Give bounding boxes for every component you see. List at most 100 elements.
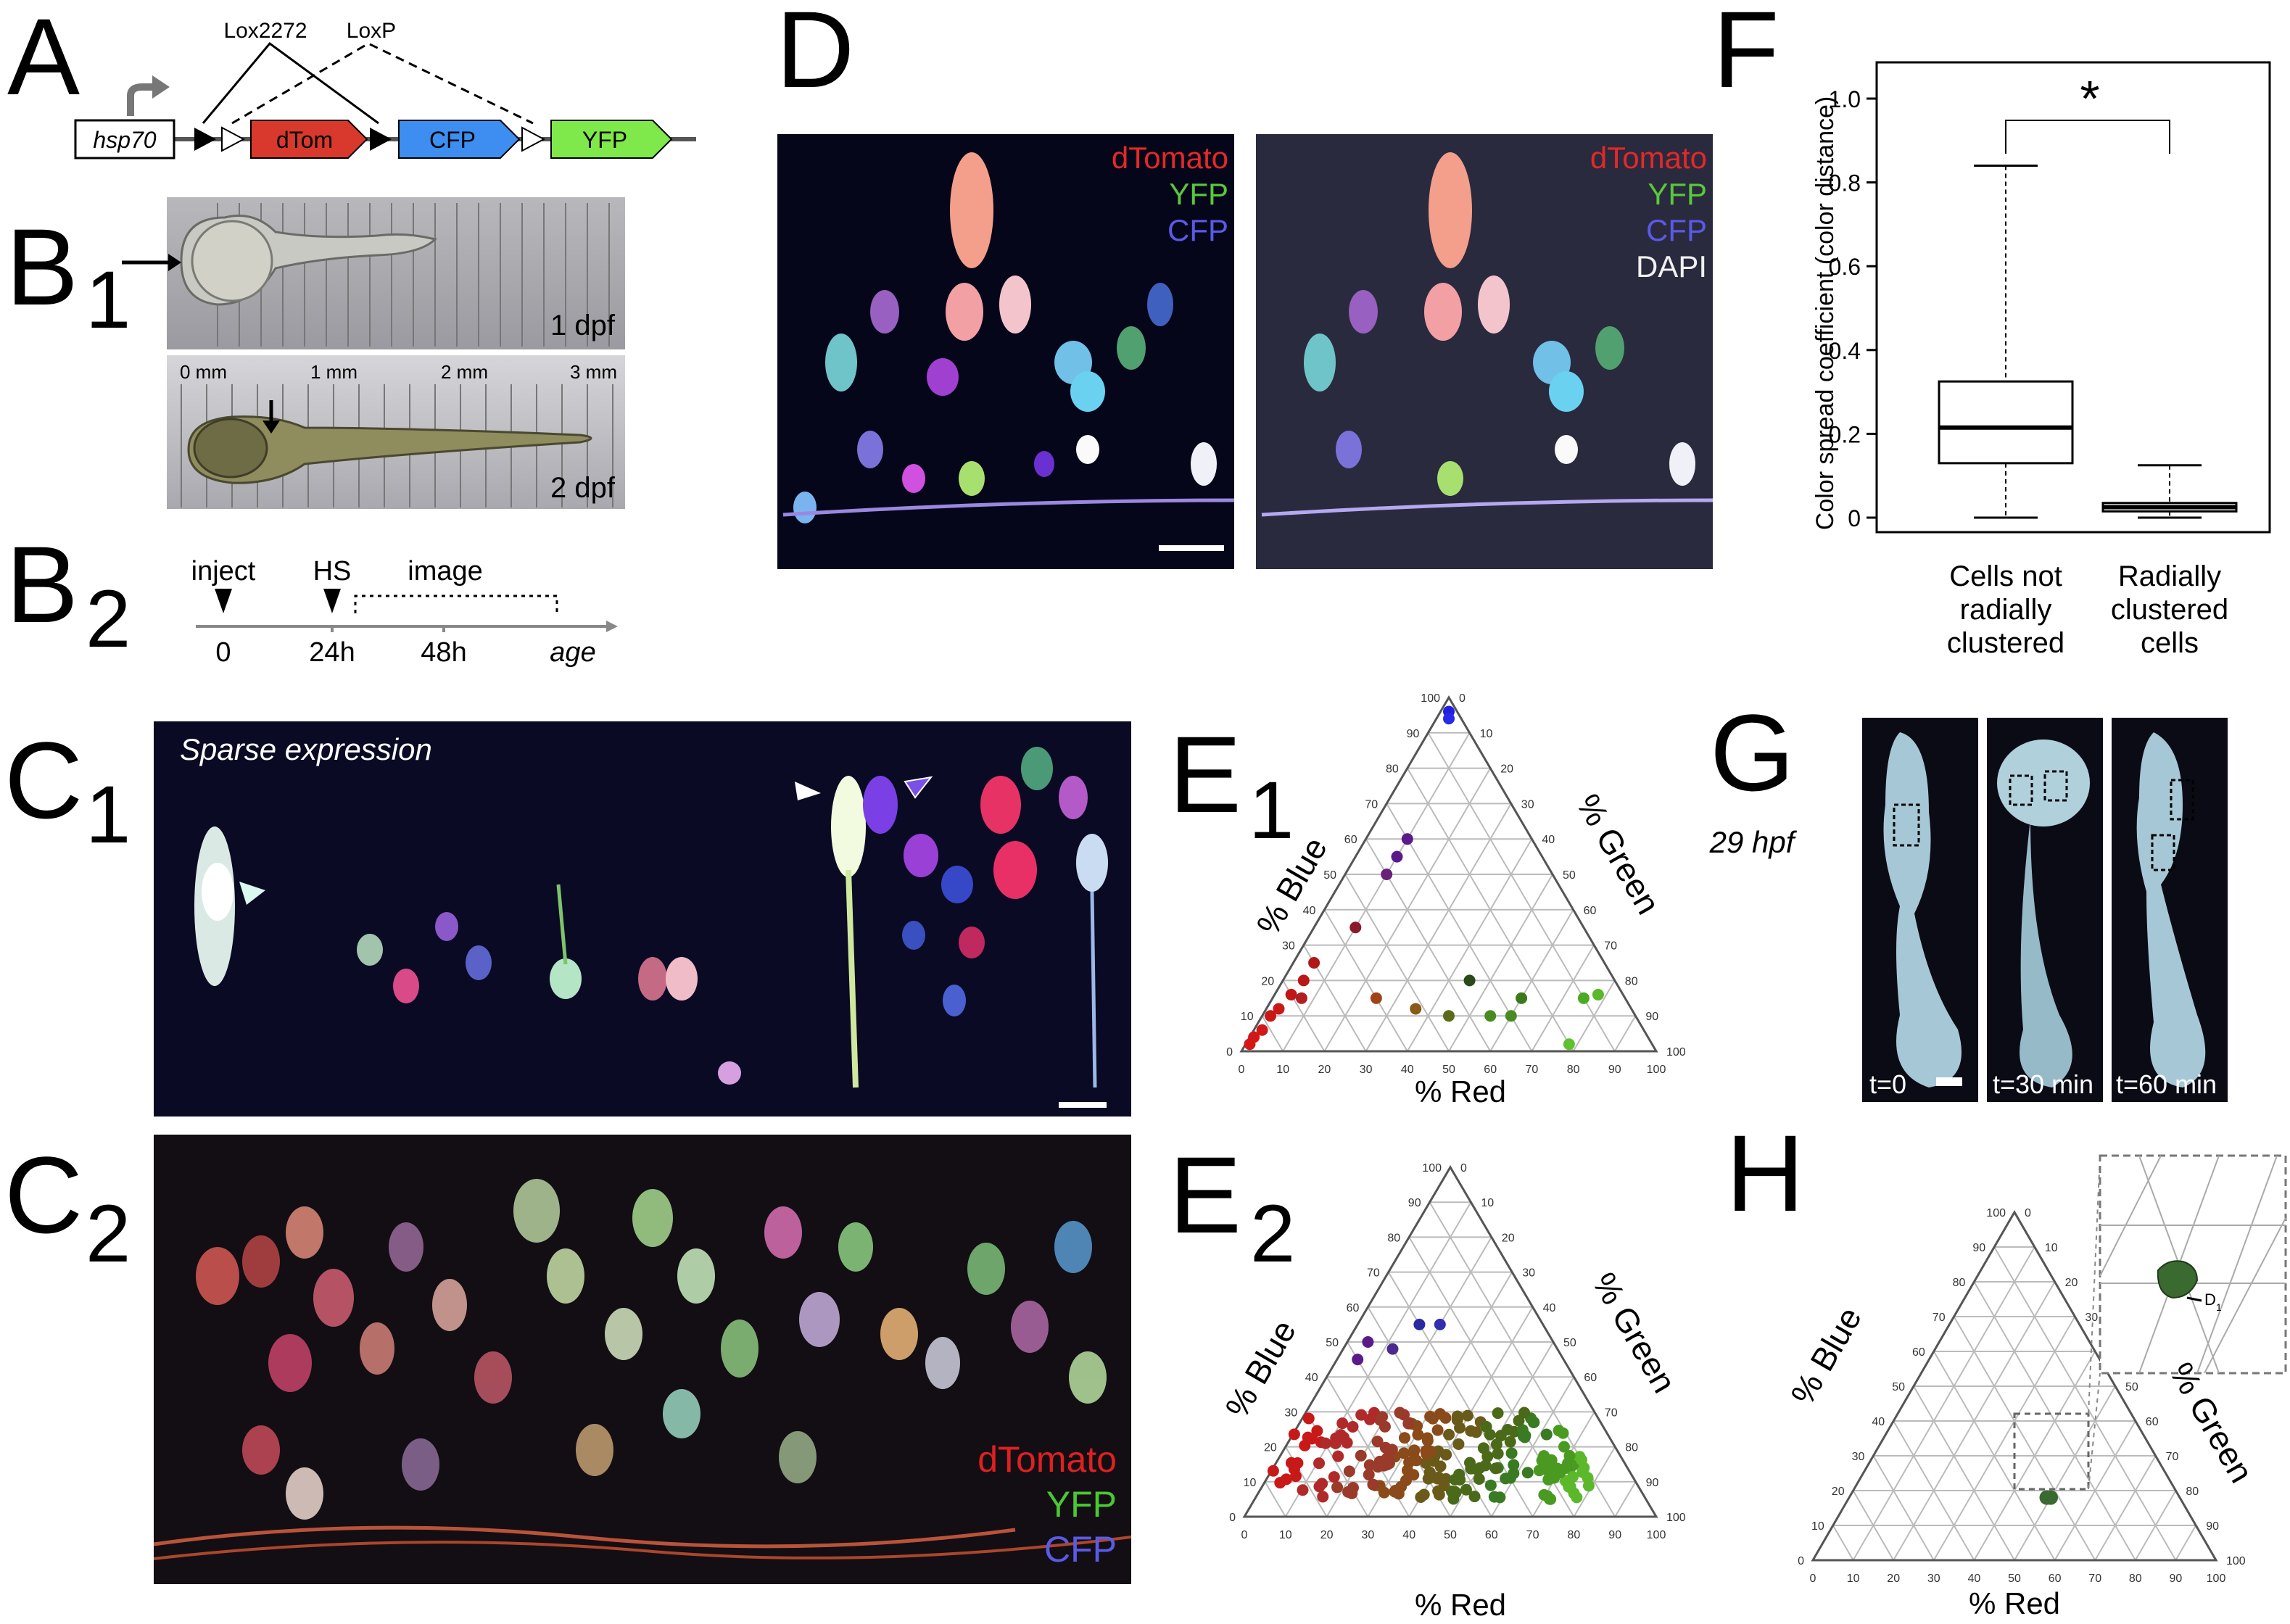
ternary-tick-blue: 60 <box>1347 1302 1360 1314</box>
panel-label-c2: C <box>4 1134 83 1256</box>
ternary-tick-blue: 10 <box>1811 1520 1824 1533</box>
ternary-tick-blue: 20 <box>1264 1442 1277 1454</box>
boxplot: 0 0.2 0.4 0.6 0.8 1.0 <box>1829 61 2271 534</box>
ternary-gridline <box>1953 1316 2096 1561</box>
ternary-point <box>1317 1491 1329 1503</box>
ternary-tick-blue: 50 <box>1323 869 1336 882</box>
ternary-point <box>1297 974 1310 987</box>
d-left-cells <box>782 152 1234 523</box>
ternary-tick-green: 100 <box>2226 1555 2246 1567</box>
ternary-point <box>1558 1441 1570 1453</box>
ternary-point <box>1363 1469 1375 1481</box>
ternary-point <box>1347 1420 1359 1433</box>
ternary-point <box>1443 1010 1455 1022</box>
ternary-tick-blue: 30 <box>1852 1451 1865 1463</box>
ternary-point <box>1421 1432 1434 1444</box>
c2-legend-dtomato: dTomato <box>977 1439 1117 1480</box>
ternary-tick-green: 40 <box>1542 834 1555 846</box>
ternary-tick-red: 60 <box>1484 1064 1497 1076</box>
ternary-point <box>1542 1473 1555 1486</box>
ternary-point <box>1280 1473 1292 1486</box>
ternary-tick-blue: 40 <box>1305 1372 1318 1384</box>
ternary-tick-blue: 90 <box>1407 728 1420 740</box>
ternary-tick-red: 30 <box>1362 1529 1375 1541</box>
ternary-tick-green: 10 <box>1480 728 1493 740</box>
arrowhead-white-2-icon <box>795 782 821 800</box>
lox2272-site-1-icon <box>194 128 216 151</box>
ternary-point <box>1316 1478 1328 1490</box>
panel-sublabel-b2: 2 <box>86 573 131 664</box>
ternary-gridline <box>1386 803 1533 1052</box>
ternary-point <box>1371 1436 1384 1448</box>
ternary-tick-green: 0 <box>2025 1207 2031 1219</box>
tick-0-label: 0 <box>215 637 231 668</box>
f-significance: * <box>2080 70 2099 127</box>
ternary-point <box>1447 1493 1460 1505</box>
f-cat1-line1: Cells not <box>1949 560 2062 592</box>
ternary-tick-red: 10 <box>1279 1529 1292 1541</box>
f-ytick-label: 0.4 <box>1829 338 1861 364</box>
g-time-1: t=0 <box>1869 1069 1906 1099</box>
ternary-point <box>1504 1436 1516 1448</box>
ternary-tick-green: 0 <box>1459 692 1466 705</box>
h-inset <box>2099 1154 2287 1375</box>
g-cell-3 <box>2136 732 2206 1088</box>
f-cat2-line3: cells <box>2141 627 2199 659</box>
ternary-tick-blue: 60 <box>1344 834 1357 846</box>
dtom-label: dTom <box>276 127 333 153</box>
e2-red-label: % Red <box>1415 1588 1506 1622</box>
ternary-tick-red: 60 <box>2049 1573 2062 1585</box>
ternary-point <box>1295 992 1307 1004</box>
ternary-gridline <box>1852 1246 2035 1561</box>
c1-cells <box>194 747 1108 1088</box>
ternary-tick-blue: 100 <box>1422 1162 1442 1174</box>
ternary-gridline <box>2134 1490 2177 1561</box>
ternary-tick-green: 90 <box>2206 1520 2219 1533</box>
ternary-gridline <box>1448 874 1553 1052</box>
ternary-point <box>1460 1483 1472 1496</box>
f-cat2-line1: Radially <box>2118 560 2221 592</box>
ternary-point <box>1432 1485 1444 1497</box>
ternary-tick-green: 30 <box>1522 1267 1535 1280</box>
head-2dpf <box>193 418 268 478</box>
ternary-point <box>1319 1437 1331 1449</box>
inject-marker-icon <box>215 589 232 613</box>
ternary-point <box>1490 1438 1502 1451</box>
ternary-point <box>1563 1038 1575 1051</box>
ternary-point <box>1505 1010 1517 1022</box>
g-stage-label: 29 hpf <box>1709 825 1798 859</box>
ternary-gridline <box>1614 1481 1637 1517</box>
ternary-tick-blue: 50 <box>1892 1381 1905 1393</box>
ternary-tick-green: 70 <box>1605 1406 1618 1419</box>
ternary-point <box>1349 921 1362 934</box>
ternary-tick-blue: 40 <box>1872 1416 1885 1428</box>
ternary-point <box>1492 1407 1504 1420</box>
panel-label-h: H <box>1726 1112 1804 1234</box>
ternary-point <box>1543 1493 1555 1505</box>
d-right-legend-dapi: DAPI <box>1636 249 1707 283</box>
ternary-tick-green: 80 <box>1625 975 1638 987</box>
ternary-point <box>1364 1413 1376 1425</box>
ternary-point <box>1463 974 1476 987</box>
d-right-legend-dtomato: dTomato <box>1590 141 1707 175</box>
event-image-label: image <box>408 556 483 587</box>
tick-24h-label: 24h <box>309 637 355 668</box>
panel-c2: C 2 <box>4 1134 1131 1584</box>
panel-label-c1: C <box>4 719 83 841</box>
panel-h: H 00100101090202080303070404060505050606… <box>1726 1112 2287 1620</box>
f-plot-frame <box>1875 61 2271 534</box>
ternary-tick-red: 30 <box>1360 1064 1373 1076</box>
ternary-point <box>1338 1431 1350 1443</box>
ternary-gridline <box>1572 979 1616 1052</box>
h-blue-label: % Blue <box>1783 1301 1869 1411</box>
event-hs-label: HS <box>313 556 352 587</box>
d-left-legend-cfp: CFP <box>1167 213 1228 247</box>
ternary-tick-red: 100 <box>1647 1064 1666 1076</box>
ternary-point <box>1244 1038 1256 1051</box>
g-roi-3a <box>2170 779 2194 821</box>
c1-scale-bar <box>1059 1102 1107 1108</box>
ternary-point <box>1505 1447 1518 1459</box>
lox2272-site-2-icon <box>370 128 392 151</box>
